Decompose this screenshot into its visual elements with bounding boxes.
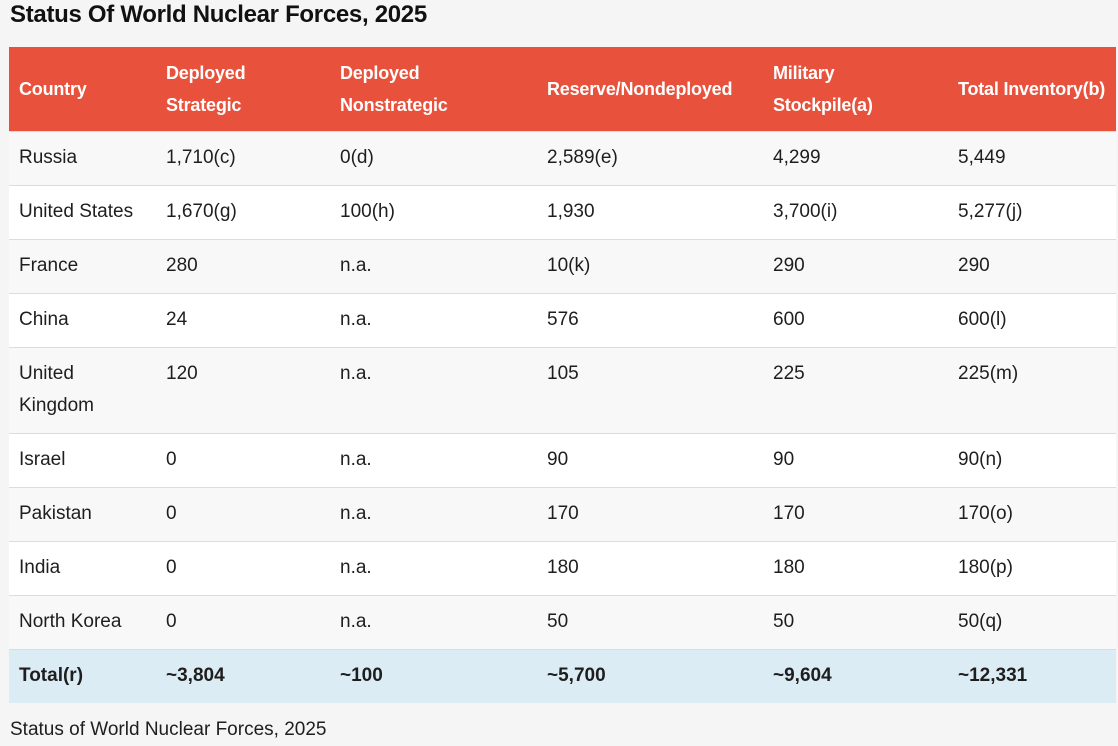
table-row: Russia 1,710(c) 0(d) 2,589(e) 4,299 5,44…: [9, 130, 1116, 185]
cell-deployed-nonstrategic: n.a.: [330, 238, 537, 293]
table-row: North Korea 0 n.a. 50 50 50(q): [9, 594, 1116, 649]
cell-reserve-nondeployed: 50: [537, 594, 763, 649]
table-row: France 280 n.a. 10(k) 290 290: [9, 238, 1116, 293]
cell-country: United States: [9, 184, 156, 239]
cell-military-stockpile: 4,299: [763, 130, 948, 185]
cell-deployed-nonstrategic: 0(d): [330, 130, 537, 185]
table-row: United States 1,670(g) 100(h) 1,930 3,70…: [9, 184, 1116, 239]
cell-country: China: [9, 292, 156, 347]
cell-deployed-strategic: 280: [156, 238, 330, 293]
cell-deployed-strategic: 0: [156, 486, 330, 541]
cell-country: Israel: [9, 432, 156, 487]
header-total-inventory: Total Inventory(b): [958, 78, 1106, 99]
cell-military-stockpile: 600: [763, 292, 948, 347]
total-row: Total(r) ~3,804 ~100 ~5,700 ~9,604 ~12,3…: [9, 648, 1116, 703]
cell-military-stockpile: 170: [763, 486, 948, 541]
cell-reserve-nondeployed: 180: [537, 540, 763, 595]
cell-military-stockpile: 180: [763, 540, 948, 595]
cell-reserve-nondeployed: 90: [537, 432, 763, 487]
cell-country: India: [9, 540, 156, 595]
total-deployed-nonstrategic: ~100: [330, 648, 537, 703]
cell-total-inventory: 170(o): [948, 486, 1116, 541]
cell-total-inventory: 50(q): [948, 594, 1116, 649]
cell-deployed-strategic: 0: [156, 432, 330, 487]
cell-country: France: [9, 238, 156, 293]
cell-deployed-nonstrategic: n.a.: [330, 594, 537, 649]
cell-deployed-strategic: 0: [156, 540, 330, 595]
cell-deployed-nonstrategic: 100(h): [330, 184, 537, 239]
table-row: Israel 0 n.a. 90 90 90(n): [9, 432, 1116, 487]
cell-deployed-nonstrategic: n.a.: [330, 486, 537, 541]
cell-country: Pakistan: [9, 486, 156, 541]
cell-military-stockpile: 50: [763, 594, 948, 649]
cell-deployed-strategic: 24: [156, 292, 330, 347]
total-reserve-nondeployed: ~5,700: [537, 648, 763, 703]
cell-deployed-strategic: 1,670(g): [156, 184, 330, 239]
cell-deployed-strategic: 1,710(c): [156, 130, 330, 185]
cell-deployed-nonstrategic: n.a.: [330, 540, 537, 595]
cell-reserve-nondeployed: 1,930: [537, 184, 763, 239]
table-row: China 24 n.a. 576 600 600(l): [9, 292, 1116, 347]
cell-military-stockpile: 90: [763, 432, 948, 487]
total-deployed-strategic: ~3,804: [156, 648, 330, 703]
total-total-inventory: ~12,331: [948, 648, 1116, 703]
cell-reserve-nondeployed: 170: [537, 486, 763, 541]
nuclear-forces-table: Country Deployed Strategic Deployed Nons…: [9, 47, 1116, 703]
page-title: Status Of World Nuclear Forces, 2025: [10, 1, 427, 28]
cell-deployed-strategic: 0: [156, 594, 330, 649]
cell-country: North Korea: [9, 594, 156, 649]
total-military-stockpile: ~9,604: [763, 648, 948, 703]
cell-total-inventory: 90(n): [948, 432, 1116, 487]
table-header: Country Deployed Strategic Deployed Nons…: [9, 47, 1116, 131]
cell-deployed-nonstrategic: n.a.: [330, 292, 537, 347]
cell-military-stockpile: 290: [763, 238, 948, 293]
cell-total-inventory: 180(p): [948, 540, 1116, 595]
table-row: India 0 n.a. 180 180 180(p): [9, 540, 1116, 595]
table-row: United Kingdom 120 n.a. 105 225 225(m): [9, 346, 1116, 433]
table-row: Pakistan 0 n.a. 170 170 170(o): [9, 486, 1116, 541]
header-reserve-nondeployed: Reserve/Nondeployed: [547, 78, 733, 99]
header-deployed-strategic: Deployed Strategic: [166, 62, 246, 115]
cell-reserve-nondeployed: 2,589(e): [537, 130, 763, 185]
nuclear-forces-table-container: Country Deployed Strategic Deployed Nons…: [9, 47, 1116, 703]
header-country: Country: [19, 78, 87, 99]
total-label: Total(r): [9, 648, 156, 703]
table-caption: Status of World Nuclear Forces, 2025: [10, 719, 327, 740]
cell-deployed-nonstrategic: n.a.: [330, 432, 537, 487]
cell-reserve-nondeployed: 576: [537, 292, 763, 347]
cell-military-stockpile: 3,700(i): [763, 184, 948, 239]
cell-country: Russia: [9, 130, 156, 185]
cell-country: United Kingdom: [9, 346, 156, 433]
cell-total-inventory: 290: [948, 238, 1116, 293]
table-body: Russia 1,710(c) 0(d) 2,589(e) 4,299 5,44…: [9, 130, 1116, 703]
cell-total-inventory: 600(l): [948, 292, 1116, 347]
cell-military-stockpile: 225: [763, 346, 948, 433]
cell-deployed-nonstrategic: n.a.: [330, 346, 537, 433]
header-row: Country Deployed Strategic Deployed Nons…: [9, 47, 1116, 131]
header-military-stockpile: Military Stockpile(a): [773, 62, 873, 115]
cell-total-inventory: 5,277(j): [948, 184, 1116, 239]
cell-total-inventory: 225(m): [948, 346, 1116, 433]
cell-reserve-nondeployed: 10(k): [537, 238, 763, 293]
cell-total-inventory: 5,449: [948, 130, 1116, 185]
cell-reserve-nondeployed: 105: [537, 346, 763, 433]
cell-deployed-strategic: 120: [156, 346, 330, 433]
header-deployed-nonstrategic: Deployed Nonstrategic: [340, 62, 448, 115]
